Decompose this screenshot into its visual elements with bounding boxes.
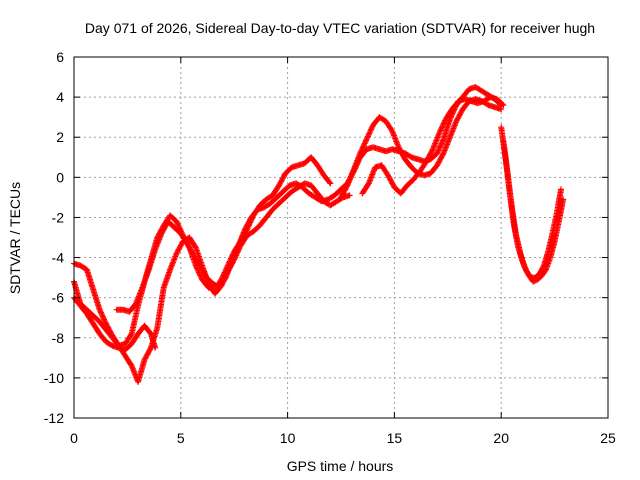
data-point-marker — [326, 179, 333, 186]
data-point-marker — [429, 147, 436, 154]
data-point-marker — [499, 101, 506, 108]
x-tick-label: 10 — [280, 430, 296, 446]
data-point-marker — [542, 267, 549, 274]
grid — [74, 57, 608, 418]
series-satellite-track-c — [71, 294, 159, 353]
y-tick-label: -8 — [52, 330, 65, 346]
y-tick-label: -4 — [52, 250, 65, 266]
x-tick-label: 5 — [177, 430, 185, 446]
x-tick-label: 0 — [70, 430, 78, 446]
series-satellite-track-e — [338, 96, 505, 201]
data-point-marker — [221, 275, 228, 282]
data-point-marker — [388, 126, 395, 133]
y-tick-label: 0 — [56, 169, 64, 185]
data-point-marker — [127, 361, 134, 368]
data-point-marker — [498, 106, 505, 113]
data-point-marker — [346, 192, 353, 199]
y-tick-label: -10 — [44, 370, 64, 386]
x-tick-label: 15 — [387, 430, 403, 446]
data-point-marker — [147, 346, 154, 353]
data-point-marker — [327, 180, 334, 187]
y-tick-label: 2 — [56, 129, 64, 145]
data-point-marker — [127, 332, 134, 339]
data-point-marker — [343, 183, 350, 190]
y-tick-label: -12 — [44, 410, 64, 426]
axis-ticks: -12 -10 -8 -6 -4 -2 0 2 4 6 0 5 10 15 20 25 — [44, 49, 616, 446]
series-satellite-track-f — [359, 94, 507, 197]
data-point-marker — [152, 344, 159, 351]
y-tick-label: 6 — [56, 49, 64, 65]
chart-title: Day 071 of 2026, Sidereal Day-to-day VTE… — [85, 20, 595, 36]
x-axis-title: GPS time / hours — [287, 458, 394, 474]
plot-frame — [73, 56, 609, 419]
data-point-marker — [364, 181, 371, 188]
data-point-marker — [191, 243, 198, 250]
data-point-marker — [560, 196, 567, 203]
x-tick-label: 25 — [600, 430, 616, 446]
data-point-marker — [439, 151, 446, 158]
data-point-marker — [558, 186, 565, 193]
data-layer — [71, 84, 567, 385]
data-point-marker — [500, 102, 507, 109]
series-satellite-track-h — [500, 138, 567, 285]
x-tick-label: 20 — [493, 430, 509, 446]
y-axis-title: SDTVAR / TECUs — [7, 182, 23, 294]
y-tick-label: -6 — [52, 290, 65, 306]
y-tick-label: -2 — [52, 209, 65, 225]
y-tick-label: 4 — [56, 89, 64, 105]
